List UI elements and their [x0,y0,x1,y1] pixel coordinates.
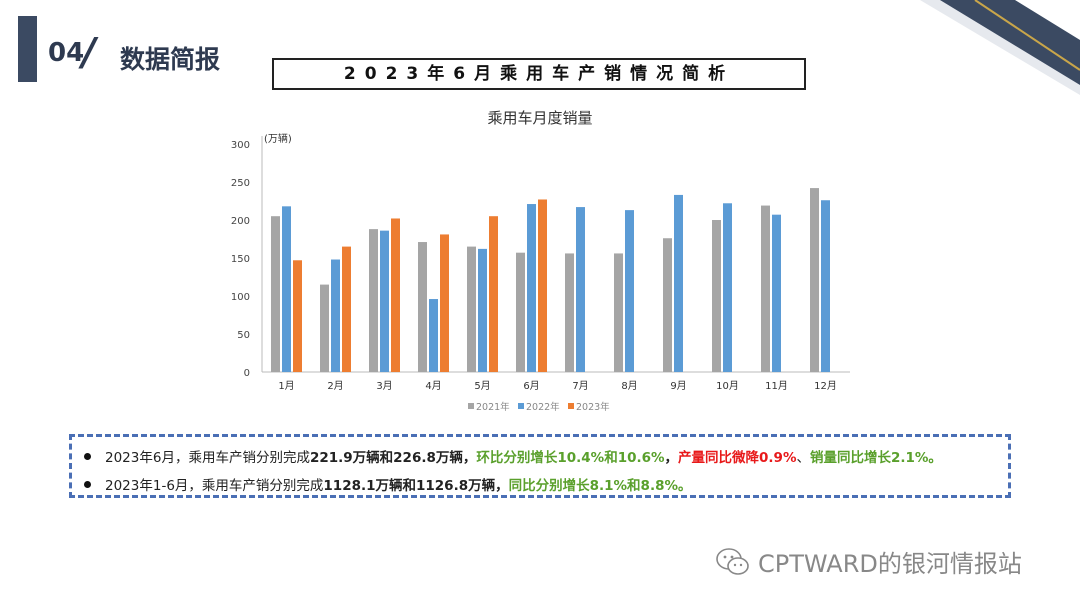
bar-2022年-3月 [380,230,389,372]
x-tick-label: 12月 [814,380,837,392]
note-2-segment-2: 1128.1万辆和1126.8万辆 [323,478,496,494]
bar-2021年-3月 [369,229,378,372]
note-1-segment-3: ， [462,450,477,466]
x-tick-label: 1月 [278,380,294,392]
y-tick-label: 100 [231,292,250,303]
x-tick-label: 3月 [376,380,392,392]
bar-2022年-1月 [282,206,291,372]
note-2-segment-1: 2023年1-6月，乘用车产销分别完成 [105,478,324,494]
legend-swatch-2022年 [518,403,524,409]
bar-2021年-5月 [467,246,476,372]
bar-2022年-8月 [625,210,634,372]
watermark-text: CPTWARD的银河情报站 [758,550,1022,578]
bar-2022年-7月 [576,207,585,372]
note-1-segment-6: 产量同比微降0.9% [678,450,797,466]
bar-2023年-5月 [489,216,498,372]
note-2-segment-3: ， [495,478,509,494]
main-title: 2023年6月乘用车产销情况简析 [272,58,806,90]
bar-2022年-5月 [478,248,487,372]
bar-2022年-10月 [723,203,732,372]
bar-2023年-3月 [391,218,400,372]
x-tick-label: 4月 [425,380,441,392]
note-1-segment-2: 221.9万辆和226.8万辆 [309,450,463,466]
note-line-1: 2023年6月，乘用车产销分别完成221.9万辆和226.8万辆，环比分别增长1… [84,446,942,466]
note-1-segment-5: ， [664,450,679,466]
bar-2021年-10月 [712,220,721,372]
section-slash: / [82,30,96,74]
corner-decoration [920,0,1080,95]
legend-label-2021年: 2021年 [476,401,510,413]
x-tick-label: 5月 [474,380,490,392]
bar-2022年-11月 [772,214,781,372]
note-1-segment-7: 、 [796,450,810,466]
section-title: 数据简报 [120,45,221,74]
section-number: 04 [48,38,85,68]
note-1-segment-8: 销量同比增长2.1%。 [809,450,942,466]
bar-2022年-4月 [429,299,438,372]
bar-2023年-4月 [440,234,449,372]
y-tick-label: 200 [231,216,250,227]
note-2-segment-4: 同比分别增长8.1%和8.8%。 [508,478,692,494]
note-line-2: 2023年1-6月，乘用车产销分别完成1128.1万辆和1126.8万辆，同比分… [84,474,692,494]
bar-2021年-9月 [663,238,672,372]
legend-swatch-2023年 [568,403,574,409]
bar-2021年-11月 [761,205,770,372]
wechat-icon [716,547,749,575]
x-tick-label: 8月 [621,380,637,392]
bar-2023年-1月 [293,260,302,372]
y-axis-label: (万辆) [264,132,292,145]
bar-2022年-9月 [674,194,683,372]
note-1-segment-1: 2023年6月，乘用车产销分别完成 [105,450,310,466]
note-1-segment-4: 环比分别增长10.4%和10.6% [476,450,665,466]
bar-2021年-4月 [418,242,427,372]
x-tick-label: 10月 [716,380,739,392]
y-tick-label: 50 [237,330,250,341]
y-tick-label: 250 [231,178,250,189]
monthly-sales-chart: 乘用车月度销量 (万辆) 0 50 100 150 200 250 300 1月 2月 3月 4月 5月 6… [231,109,850,413]
bar-2021年-2月 [320,284,329,372]
y-tick-label: 300 [231,140,250,151]
bullet-icon [84,452,91,460]
x-tick-label: 11月 [765,380,788,392]
bar-2021年-8月 [614,253,623,372]
bar-2023年-6月 [538,199,547,372]
bar-2022年-12月 [821,200,830,372]
legend-label-2022年: 2022年 [526,401,560,413]
bar-2022年-2月 [331,259,340,372]
y-tick-label: 150 [231,254,250,265]
notes-box: 2023年6月，乘用车产销分别完成221.9万辆和226.8万辆，环比分别增长1… [69,434,1011,498]
bullet-icon [84,480,91,488]
x-tick-label: 7月 [572,380,588,392]
chart-title: 乘用车月度销量 [487,109,592,127]
legend-label-2023年: 2023年 [576,401,610,413]
legend-swatch-2021年 [468,403,474,409]
section-accent-bar [18,16,37,82]
x-tick-label: 6月 [523,380,539,392]
bar-2023年-2月 [342,246,351,372]
x-tick-label: 2月 [327,380,343,392]
bar-2021年-1月 [271,216,280,372]
bar-2022年-6月 [527,204,536,372]
watermark: CPTWARD的银河情报站 [716,544,1022,579]
bar-2021年-6月 [516,252,525,372]
bar-2021年-12月 [810,188,819,372]
y-tick-label: 0 [244,368,250,379]
bar-2021年-7月 [565,253,574,372]
x-tick-label: 9月 [670,380,686,392]
